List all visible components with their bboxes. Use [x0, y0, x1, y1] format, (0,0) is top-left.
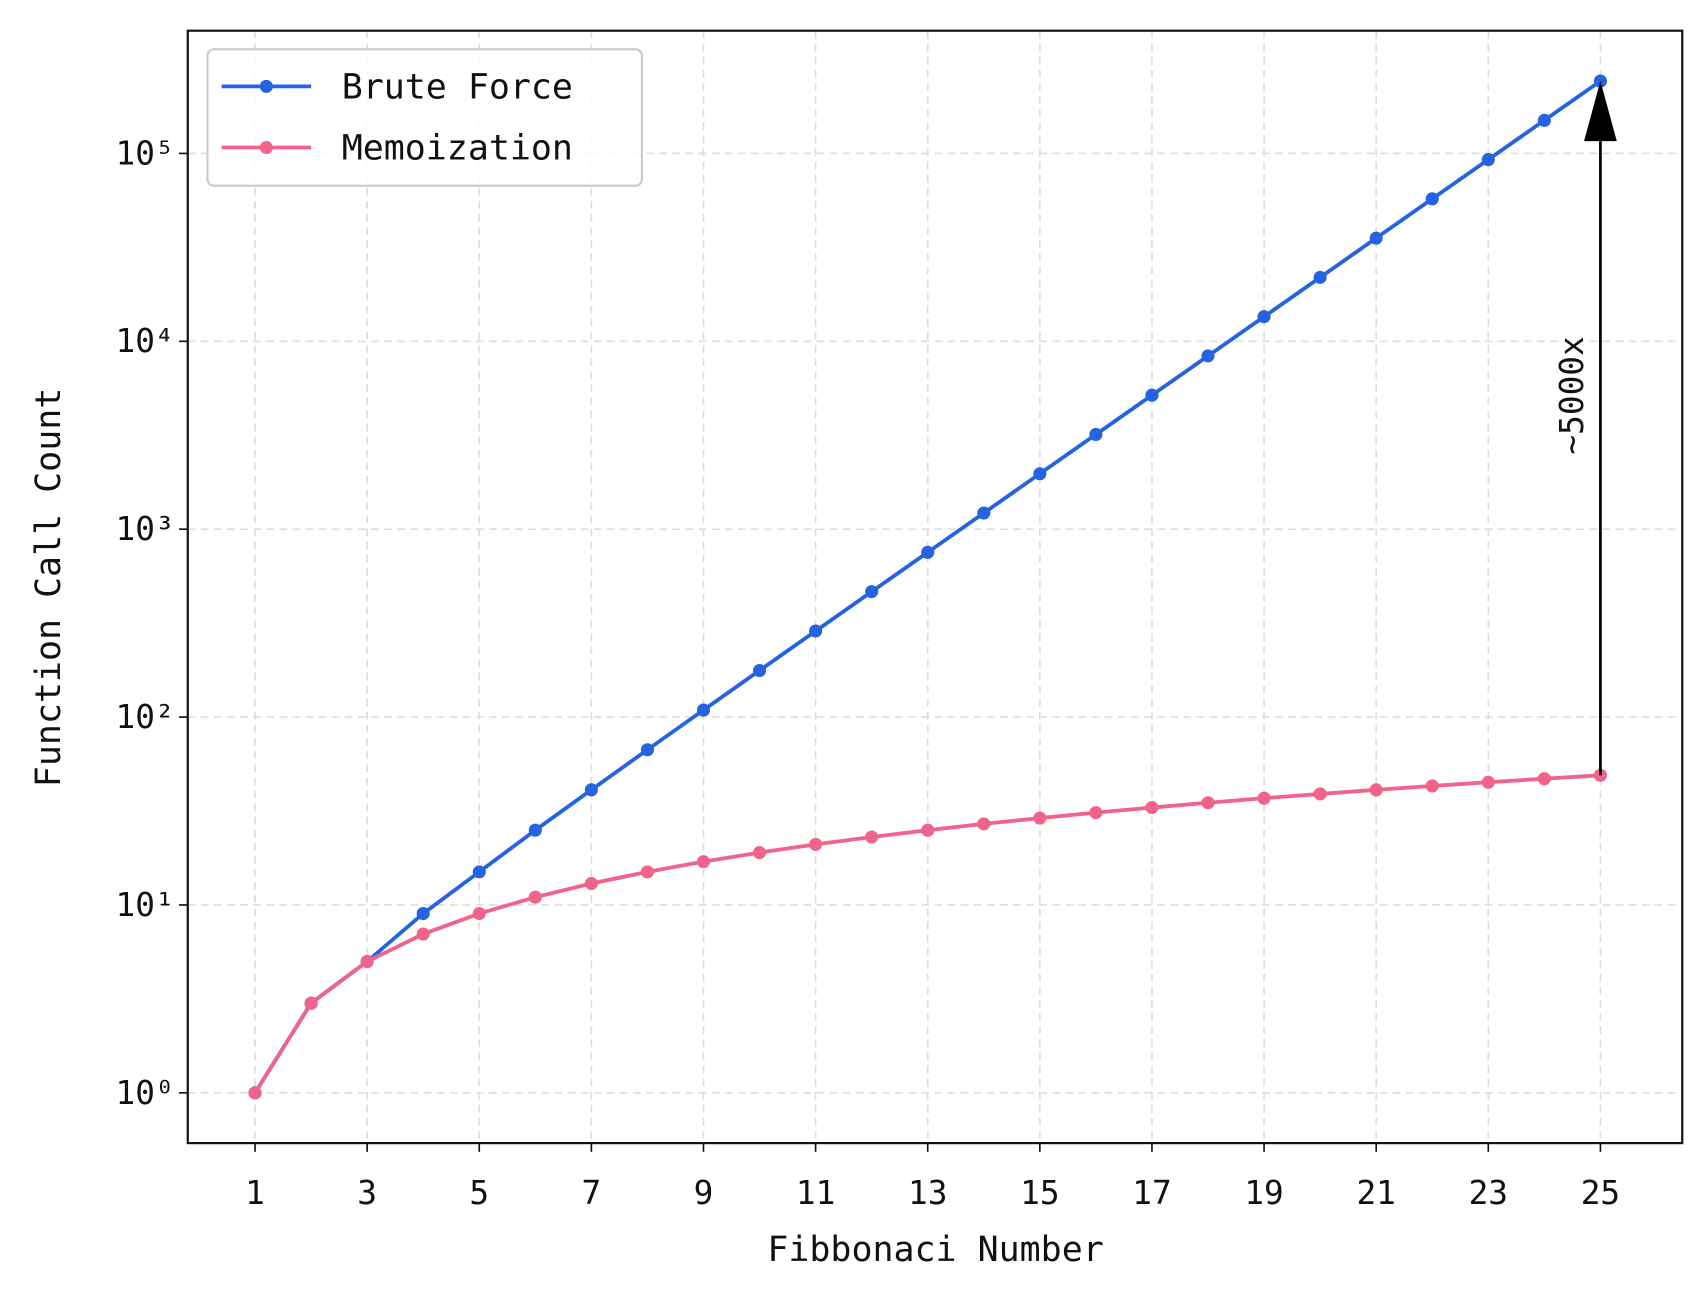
data-point: [1145, 388, 1159, 402]
data-point: [304, 996, 318, 1010]
data-point: [416, 907, 430, 921]
data-point: [1145, 800, 1159, 815]
data-point: [472, 865, 486, 879]
x-tick-label: 9: [694, 1174, 714, 1212]
y-tick-label: 10²: [116, 698, 175, 736]
x-tick-label: 17: [1132, 1174, 1171, 1212]
data-point: [1369, 783, 1383, 797]
data-point: [360, 954, 374, 969]
data-point: [1201, 796, 1215, 810]
data-point: [921, 545, 935, 559]
data-point: [528, 890, 542, 904]
data-point: [416, 927, 430, 941]
x-tick-label: 21: [1356, 1174, 1395, 1212]
x-tick-label: 15: [1020, 1174, 1059, 1212]
x-tick-label: 1: [245, 1174, 265, 1212]
x-tick-label: 5: [469, 1174, 489, 1212]
data-point: [977, 817, 991, 831]
y-axis-label: Function Call Count: [29, 388, 69, 787]
data-point: [921, 823, 935, 837]
data-point: [753, 663, 767, 678]
y-tick-label: 10⁵: [116, 134, 175, 172]
data-point: [1257, 310, 1271, 324]
data-point: [1089, 806, 1103, 820]
x-tick-label: 23: [1469, 1174, 1508, 1212]
data-point: [248, 1086, 262, 1100]
legend-label: Memoization: [342, 129, 573, 169]
y-tick-label: 10¹: [116, 886, 175, 924]
x-tick-label: 19: [1244, 1174, 1283, 1212]
y-tick-label: 10⁰: [116, 1074, 175, 1112]
data-point: [809, 624, 823, 638]
data-point: [1033, 811, 1047, 825]
data-point: [1481, 153, 1495, 167]
data-point: [1593, 768, 1607, 782]
data-point: [1313, 787, 1327, 801]
legend-box: [206, 48, 643, 187]
data-point: [696, 855, 711, 869]
data-point: [865, 830, 879, 844]
plot-frame: [186, 29, 1684, 1145]
x-axis-label: Fibbonaci Number: [767, 1230, 1103, 1270]
data-point: [472, 907, 486, 921]
data-point: [640, 743, 654, 757]
data-point: [584, 877, 598, 891]
y-tick-label: 10⁴: [116, 322, 175, 360]
legend: Brute Force Memoization: [206, 48, 643, 187]
data-point: [865, 585, 879, 599]
x-tick-label: 25: [1581, 1174, 1620, 1212]
data-point: [1425, 779, 1439, 793]
data-point: [1537, 113, 1551, 127]
x-tick-label: 3: [357, 1174, 377, 1212]
data-point: [753, 846, 767, 860]
annotation-text: ~5000x: [1553, 336, 1591, 454]
plot: [248, 74, 1607, 1100]
legend-label: Brute Force: [342, 67, 573, 107]
legend-marker: [259, 140, 273, 155]
data-point: [1425, 192, 1439, 206]
x-tick-label: 11: [796, 1174, 835, 1212]
data-point: [1369, 231, 1383, 245]
data-point: [1313, 270, 1327, 284]
data-point: [528, 823, 542, 837]
x-tick-label: 7: [582, 1174, 602, 1212]
data-point: [1201, 349, 1215, 363]
data-point: [640, 865, 654, 879]
annotation-arrow-head: [1584, 81, 1617, 142]
data-point: [809, 837, 823, 851]
data-point: [977, 506, 991, 520]
y-tick-label: 10³: [116, 510, 175, 548]
data-point: [584, 783, 598, 797]
data-point: [1089, 427, 1103, 442]
data-point: [1481, 775, 1495, 789]
data-point: [1537, 772, 1551, 786]
x-tick-label: 13: [908, 1174, 947, 1212]
data-point: [1257, 791, 1271, 805]
data-point: [696, 703, 711, 717]
data-point: [1033, 467, 1047, 481]
legend-marker: [259, 79, 273, 93]
